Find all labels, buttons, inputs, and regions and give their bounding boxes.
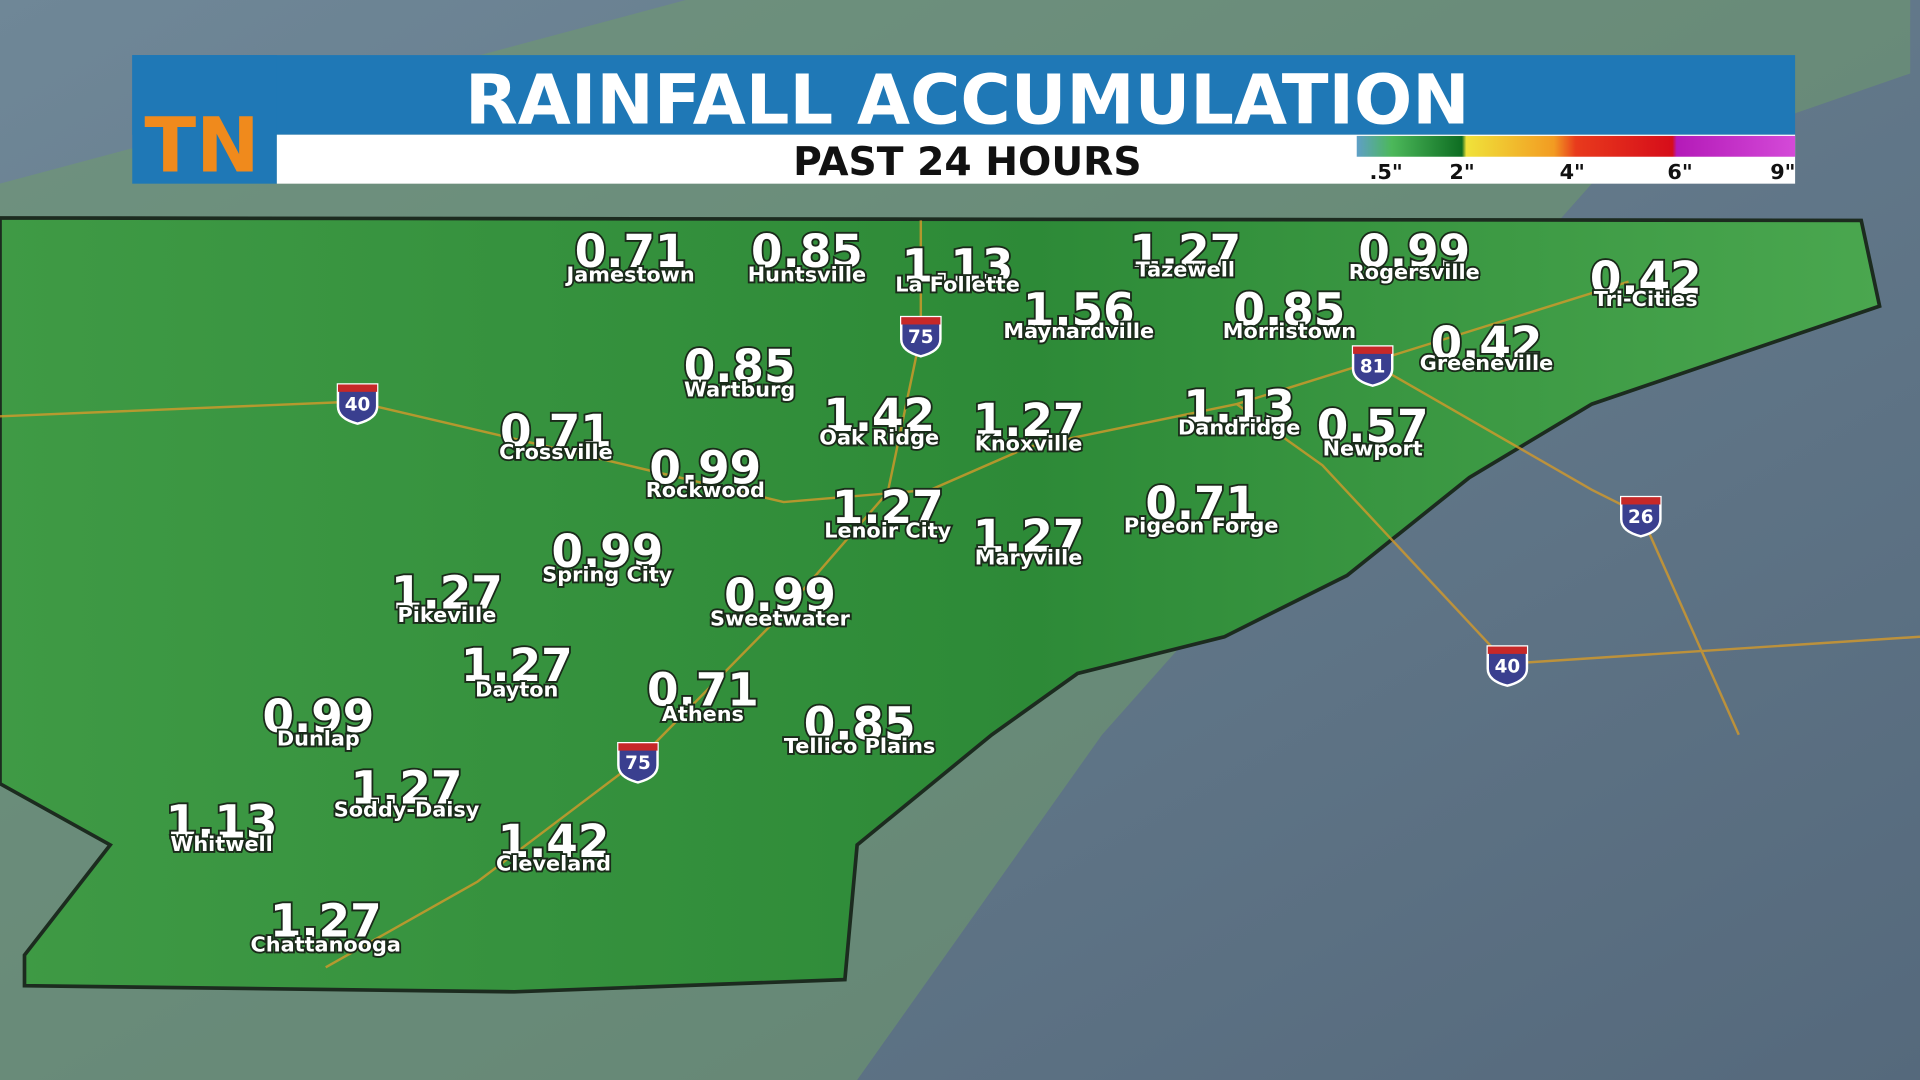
city-name: Pikeville xyxy=(398,603,497,627)
rain-value: 1.27 xyxy=(351,761,463,814)
rain-value: 1.13 xyxy=(1183,380,1295,433)
city-name: Whitwell xyxy=(170,832,272,856)
city-name: Jamestown xyxy=(565,263,695,287)
shield-top xyxy=(337,384,378,392)
logo-box xyxy=(132,55,277,184)
city-name: Oak Ridge xyxy=(819,425,939,449)
city-name: Athens xyxy=(662,702,744,726)
city-name: Maryville xyxy=(975,545,1083,569)
rain-value: 1.13 xyxy=(166,796,278,849)
rain-value: 0.99 xyxy=(724,569,836,622)
interstate-number: 40 xyxy=(345,394,371,415)
title: RAINFALL ACCUMULATION xyxy=(465,61,1470,141)
rain-value: 1.27 xyxy=(461,639,573,692)
rain-value: 0.99 xyxy=(262,690,374,743)
rain-value: 0.99 xyxy=(1358,225,1470,278)
rain-value: 1.13 xyxy=(902,240,1014,293)
legend-label: .5" xyxy=(1370,160,1403,184)
interstate-shield xyxy=(617,742,659,784)
state-area xyxy=(0,216,1882,994)
city-name: Dunlap xyxy=(277,727,360,751)
shield-top xyxy=(1353,346,1393,354)
rain-value: 1.27 xyxy=(832,481,944,534)
rain-value: 1.27 xyxy=(391,567,503,620)
city-name: Rockwood xyxy=(646,478,765,502)
city-name: Huntsville xyxy=(748,263,866,287)
rain-value: 0.85 xyxy=(1234,284,1346,337)
rain-value: 0.71 xyxy=(500,405,612,458)
city-name: Cleveland xyxy=(496,852,611,876)
subtitle: PAST 24 HOURS xyxy=(793,140,1141,185)
interstate-shield xyxy=(900,315,942,358)
city-name: Knoxville xyxy=(975,432,1083,456)
city-name: La Follette xyxy=(895,272,1020,296)
city-name: Tazewell xyxy=(1136,258,1235,282)
interstate-number: 75 xyxy=(625,753,651,774)
rain-value: 0.42 xyxy=(1431,317,1543,370)
shield-top xyxy=(1621,497,1661,505)
city-name: Soddy-Daisy xyxy=(334,798,480,822)
rain-value: 1.27 xyxy=(270,895,382,948)
city-name: Lenoir City xyxy=(824,519,951,543)
city-name: Morristown xyxy=(1223,319,1356,343)
rain-value: 1.27 xyxy=(1129,225,1241,278)
interstate-number: 26 xyxy=(1628,507,1654,528)
shield-top xyxy=(901,317,941,325)
city-name: Tri-Cities xyxy=(1594,287,1698,311)
city-name: Spring City xyxy=(542,563,673,587)
legend-label: 4" xyxy=(1560,160,1585,184)
city-name: Sweetwater xyxy=(710,607,851,631)
rain-value: 0.71 xyxy=(647,663,759,716)
city-name: Dandridge xyxy=(1178,416,1300,440)
rain-value: 0.71 xyxy=(1145,477,1257,530)
city-name: Crossville xyxy=(499,440,613,464)
rain-value: 1.27 xyxy=(973,510,1085,563)
city-name: Maynardville xyxy=(1003,319,1154,343)
logo: TN xyxy=(144,101,259,189)
interstate-shield xyxy=(1486,645,1529,687)
rain-value: 1.56 xyxy=(1023,284,1135,337)
legend-label: 6" xyxy=(1667,160,1692,184)
rain-value: 0.85 xyxy=(684,340,796,393)
interstate-number: 40 xyxy=(1495,656,1521,677)
rain-value: 0.42 xyxy=(1590,252,1702,305)
legend-label: 9" xyxy=(1770,160,1795,184)
rain-value: 0.85 xyxy=(751,225,863,278)
city-name: Newport xyxy=(1323,437,1423,461)
interstate-number: 81 xyxy=(1360,356,1386,377)
interstate-shield xyxy=(1620,495,1662,538)
interstate-shield xyxy=(336,383,379,425)
rain-value: 1.27 xyxy=(973,394,1085,447)
rain-value: 0.57 xyxy=(1317,400,1429,453)
legend-label: 2" xyxy=(1449,160,1474,184)
shield-top xyxy=(618,743,658,751)
city-name: Dayton xyxy=(475,678,558,702)
city-name: Greeneville xyxy=(1420,351,1554,375)
city-name: Wartburg xyxy=(684,378,795,402)
rain-value: 0.99 xyxy=(551,525,663,578)
rain-value: 0.99 xyxy=(649,442,761,495)
city-name: Tellico Plains xyxy=(784,734,935,758)
interstate-number: 75 xyxy=(908,327,934,348)
title-bar xyxy=(132,55,1796,135)
city-name: Pigeon Forge xyxy=(1124,514,1279,538)
city-name: Chattanooga xyxy=(251,932,401,956)
legend-scale xyxy=(1356,135,1796,157)
rain-value: 0.71 xyxy=(575,225,687,278)
rain-value: 0.85 xyxy=(804,698,916,751)
interstate-shield xyxy=(1351,345,1394,387)
rain-value: 1.42 xyxy=(498,815,610,868)
city-name: Rogersville xyxy=(1349,260,1480,284)
rain-value: 1.42 xyxy=(823,389,935,442)
shield-top xyxy=(1487,646,1527,654)
